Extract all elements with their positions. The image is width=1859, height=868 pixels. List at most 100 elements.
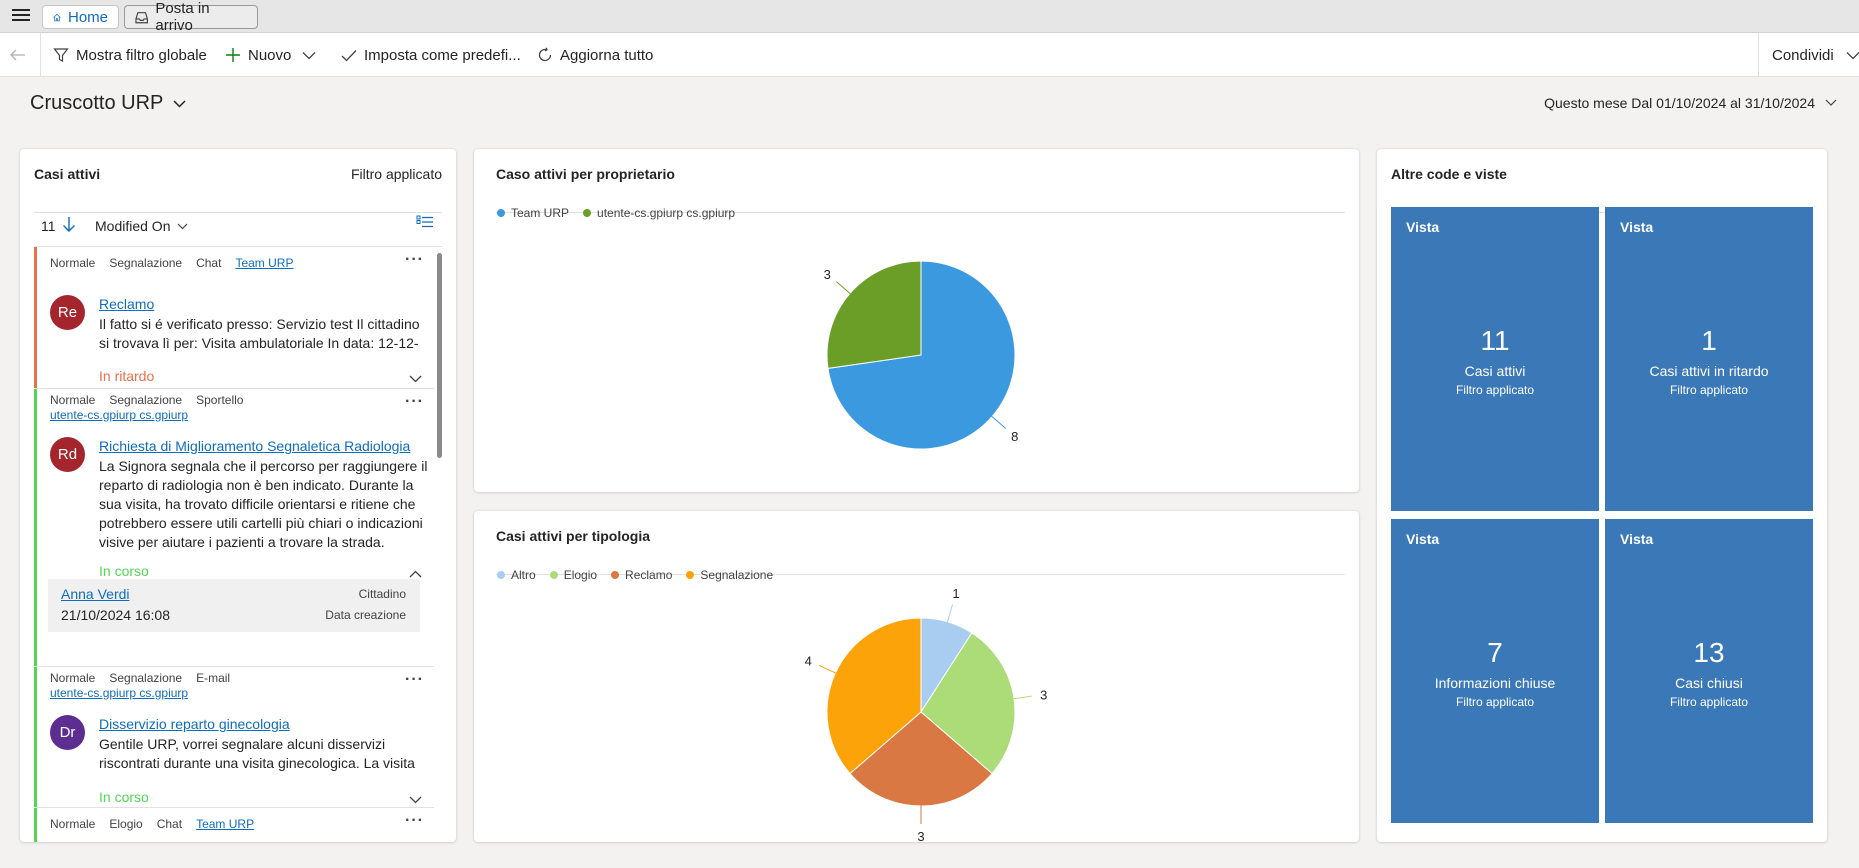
refresh-all-label: Aggiorna tutto — [560, 46, 654, 64]
contact-name-link[interactable]: Anna Verdi — [61, 586, 130, 602]
legend-label: Segnalazione — [700, 568, 774, 582]
refresh-all-button[interactable]: Aggiorna tutto — [537, 33, 653, 77]
view-tile[interactable]: Vista 11 Casi attivi Filtro applicato — [1391, 207, 1599, 511]
case-title[interactable]: Reclamo — [99, 296, 155, 312]
case-description: La Signora segnala che il percorso per r… — [99, 458, 428, 550]
collapse-chevron-up-icon[interactable] — [409, 565, 422, 581]
plus-icon — [226, 48, 240, 62]
panel-header: Altre code e viste — [1391, 149, 1813, 213]
new-button[interactable]: Nuovo — [225, 33, 291, 77]
share-label: Condividi — [1772, 46, 1834, 64]
tile-label: Vista — [1406, 219, 1440, 235]
tag-priority: Normale — [50, 256, 96, 270]
scrollbar[interactable] — [437, 253, 442, 458]
view-tile[interactable]: Vista 1 Casi attivi in ritardo Filtro ap… — [1605, 207, 1813, 511]
legend-label: Elogio — [563, 568, 598, 582]
case-title[interactable]: Disservizio reparto ginecologia — [99, 716, 290, 732]
more-options-button[interactable]: ··· — [405, 393, 424, 410]
sort-field-label: Modified On — [95, 218, 171, 234]
filter-status: Filtro applicato — [350, 166, 442, 182]
tag-channel: Chat — [196, 256, 222, 270]
sort-descending-icon[interactable] — [62, 216, 76, 236]
owner-link[interactable]: utente-cs.gpiurp cs.gpiurp — [50, 686, 189, 700]
case-status: In ritardo — [99, 368, 155, 384]
tab-home[interactable]: Home — [42, 5, 119, 29]
tab-inbox-label: Posta in arrivo — [155, 0, 210, 34]
owner-link[interactable]: Team URP — [235, 256, 294, 270]
chart-by-type-panel: Casi attivi per tipologia Altro Elogio R… — [474, 511, 1359, 842]
set-default-button[interactable]: Imposta come predefi... — [341, 33, 521, 77]
expand-chevron-down-icon[interactable] — [409, 791, 422, 807]
owner-link[interactable]: Team URP — [196, 817, 255, 831]
inbox-icon — [135, 11, 148, 23]
home-icon — [53, 13, 61, 21]
back-arrow-icon — [10, 49, 25, 61]
tag-type: Segnalazione — [109, 671, 183, 685]
new-label: Nuovo — [248, 46, 292, 64]
other-views-panel: Altre code e viste Vista 11 Casi attivi … — [1377, 149, 1827, 842]
list-item[interactable]: Normale Elogio Chat Team URP ··· — [34, 807, 434, 842]
filter-icon — [53, 48, 69, 62]
case-list: Normale Segnalazione Chat Team URP ··· R… — [34, 247, 442, 842]
legend-item[interactable]: Team URP — [497, 206, 569, 220]
list-item[interactable]: Normale Segnalazione Chat Team URP ··· R… — [34, 247, 434, 389]
period-selector[interactable]: Questo mese Dal 01/10/2024 al 31/10/2024 — [1544, 95, 1837, 111]
tile-subtitle: Filtro applicato — [1669, 695, 1749, 709]
legend-item[interactable]: Elogio — [549, 568, 598, 582]
case-title[interactable]: Richiesta di Miglioramento Segnaletica R… — [99, 438, 411, 454]
expand-chevron-down-icon[interactable] — [409, 370, 422, 386]
list-item[interactable]: Normale Segnalazione E-mail utente-cs.gp… — [34, 666, 434, 807]
pie-slice-utente-cs-gpiurp-cs-gpiurp[interactable] — [826, 260, 922, 369]
owner-link[interactable]: utente-cs.gpiurp cs.gpiurp — [50, 408, 189, 422]
refresh-icon — [538, 47, 552, 62]
legend-item[interactable]: utente-cs.gpiurp cs.gpiurp — [583, 206, 735, 220]
dashboard-selector[interactable]: Cruscotto URP — [30, 92, 186, 115]
pie-value-label: 3 — [1040, 687, 1047, 702]
view-options-icon[interactable] — [416, 215, 1839, 232]
tab-inbox[interactable]: Posta in arrivo — [124, 0, 258, 34]
tile-name: Casi attivi in ritardo — [1649, 363, 1769, 379]
pie-value-label: 1 — [952, 586, 959, 601]
legend-item[interactable]: Altro — [497, 568, 536, 582]
panel-title: Casi attivi — [34, 166, 101, 182]
more-options-button[interactable]: ··· — [405, 812, 424, 829]
new-dropdown-button[interactable] — [302, 33, 323, 77]
pie-value-label: 8 — [1011, 429, 1018, 444]
panel-header: Caso attivi per proprietario — [496, 149, 1345, 213]
chevron-down-icon — [178, 223, 188, 229]
case-tags: Normale Segnalazione Chat Team URP — [50, 256, 293, 270]
hamburger-menu-icon[interactable] — [12, 9, 30, 23]
priority-stripe — [34, 389, 37, 666]
tile-label: Vista — [1620, 219, 1654, 235]
list-item[interactable]: Normale Segnalazione Sportello utente-cs… — [34, 388, 434, 666]
tile-name: Casi attivi — [1464, 363, 1526, 379]
chart-legend: Altro Elogio Reclamo Segnalazione — [497, 568, 773, 582]
global-filter-button[interactable]: Mostra filtro globale — [53, 33, 207, 77]
avatar: Dr — [50, 715, 85, 750]
more-options-button[interactable]: ··· — [405, 671, 424, 688]
view-tile[interactable]: Vista 13 Casi chiusi Filtro applicato — [1605, 519, 1813, 823]
case-status: In corso — [99, 789, 149, 805]
view-tile[interactable]: Vista 7 Informazioni chiuse Filtro appli… — [1391, 519, 1599, 823]
back-button[interactable] — [10, 33, 33, 77]
tab-home-label: Home — [67, 8, 108, 26]
chevron-down-icon — [302, 51, 316, 59]
more-options-button[interactable]: ··· — [405, 251, 424, 268]
tab-bar: Home Posta in arrivo — [0, 0, 1859, 34]
chevron-down-icon — [1825, 99, 1837, 106]
pie-value-label: 3 — [824, 267, 831, 282]
share-button[interactable]: Condividi — [1772, 33, 1859, 77]
pie-chart-owner: 83 — [824, 260, 1018, 450]
sort-field-selector[interactable]: Modified On — [95, 218, 188, 234]
tile-count: 11 — [1480, 325, 1510, 356]
tile-subtitle: Filtro applicato — [1455, 695, 1535, 709]
tag-channel: E-mail — [196, 671, 231, 685]
pie-leader-line — [818, 665, 838, 675]
legend-item[interactable]: Segnalazione — [686, 568, 773, 582]
chart-title: Casi attivi per tipologia — [496, 528, 651, 544]
pie-leader-line — [946, 604, 954, 624]
legend-item[interactable]: Reclamo — [611, 568, 672, 582]
tile-count: 7 — [1487, 637, 1503, 668]
legend-swatch — [549, 571, 558, 579]
case-description: Il fatto si é verificato presso: Servizi… — [99, 316, 420, 351]
